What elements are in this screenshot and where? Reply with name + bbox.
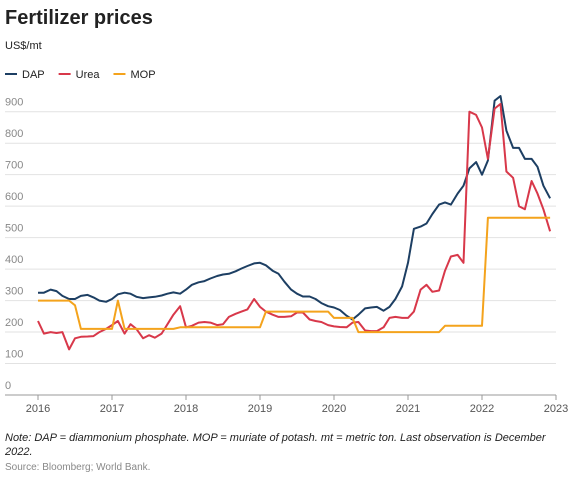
y-tick-label: 600 xyxy=(5,191,23,203)
y-tick-label: 300 xyxy=(5,286,23,298)
chart: Fertilizer prices US$/mt 0 100 200 300 400 50… xyxy=(5,7,568,415)
y-tick-label: 0 xyxy=(5,380,11,392)
legend-label: Urea xyxy=(76,69,101,81)
x-tick-label: 2019 xyxy=(248,403,272,415)
note: Note: DAP = diammonium phosphate. MOP = … xyxy=(5,432,546,458)
legend-label: MOP xyxy=(130,69,155,81)
x-tick-label: 2016 xyxy=(26,403,50,415)
y-tick-label: 500 xyxy=(5,223,23,235)
source: Source: Bloomberg; World Bank. xyxy=(5,462,151,473)
y-tick-label: 900 xyxy=(5,97,23,109)
data-line xyxy=(37,102,552,351)
data-line xyxy=(38,216,551,334)
x-tick-label: 2020 xyxy=(322,403,346,415)
y-tick-label: 200 xyxy=(5,317,23,329)
y-tick-label: 100 xyxy=(5,349,23,361)
chart-subtitle: US$/mt xyxy=(5,40,42,52)
data-line xyxy=(38,95,551,321)
y-tick-label: 400 xyxy=(5,254,23,266)
x-tick-label: 2017 xyxy=(100,403,124,415)
x-tick-label: 2022 xyxy=(470,403,494,415)
chart-title: Fertilizer prices xyxy=(5,7,153,29)
x-tick-label: 2023 xyxy=(544,403,568,415)
x-tick-label: 2021 xyxy=(396,403,420,415)
x-tick-label: 2018 xyxy=(174,403,198,415)
legend-label: DAP xyxy=(22,69,45,81)
y-tick-label: 800 xyxy=(5,128,23,140)
y-tick-label: 700 xyxy=(5,160,23,172)
